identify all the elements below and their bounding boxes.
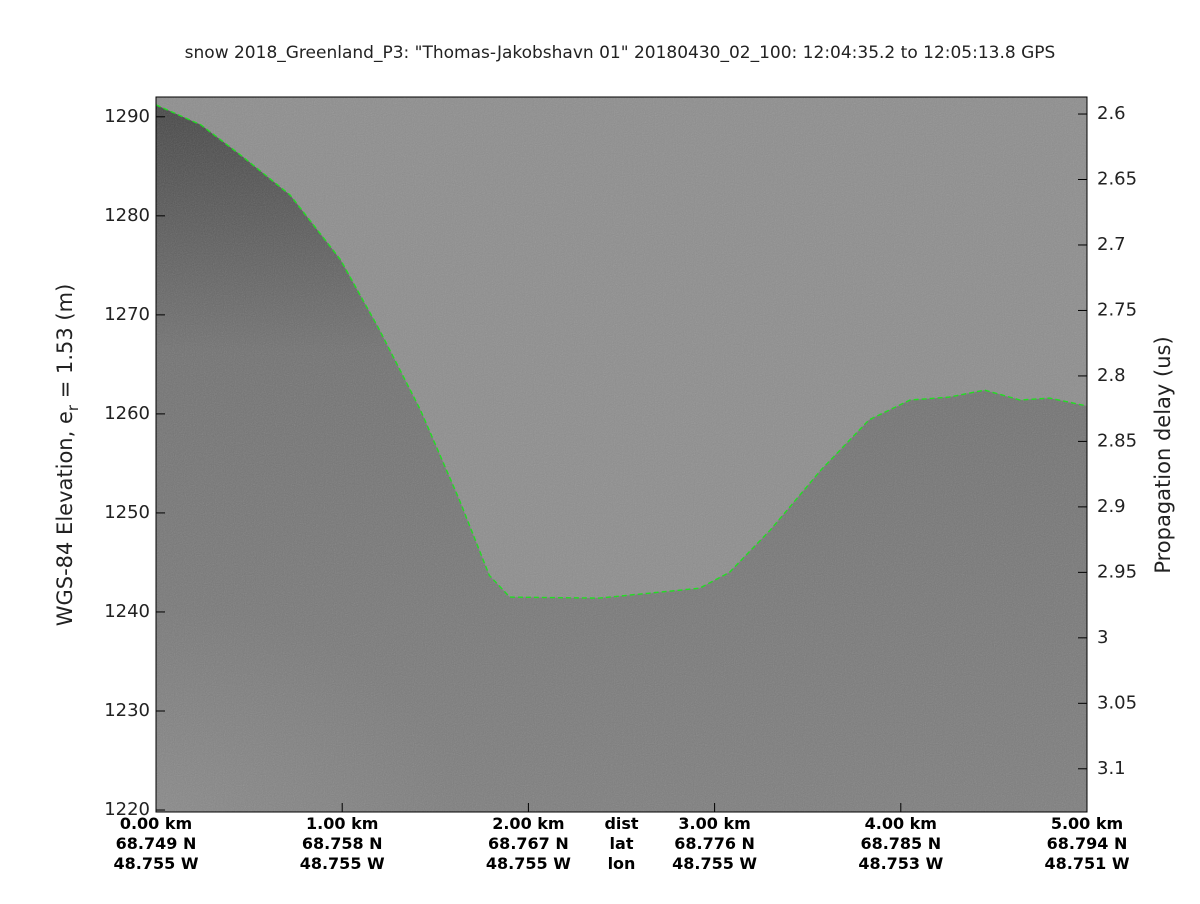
- y-tick-label: 1280: [104, 205, 150, 226]
- x-lat-label: 68.758 N: [302, 834, 383, 853]
- x-tick-label: 5.00 km: [1051, 814, 1123, 833]
- y-label-subscript: r: [64, 404, 82, 411]
- y-tick-label: 1290: [104, 106, 150, 127]
- echo-noise: [156, 97, 1087, 812]
- x-lat-label: 68.767 N: [488, 834, 569, 853]
- y2-tick-label: 2.7: [1097, 234, 1126, 255]
- y2-tick-label: 2.9: [1097, 496, 1126, 517]
- x-tick-label: 3.00 km: [678, 814, 750, 833]
- chart-title: snow 2018_Greenland_P3: "Thomas-Jakobsha…: [185, 43, 1056, 63]
- y-tick-label: 1250: [104, 502, 150, 523]
- plot-area: [156, 97, 1087, 812]
- x-tick-label: 4.00 km: [865, 814, 937, 833]
- x-tick-label: 2.00 km: [492, 814, 564, 833]
- y-tick-label: 1270: [104, 304, 150, 325]
- x-lon-label: 48.755 W: [300, 854, 385, 873]
- x-row-name: lat: [610, 834, 634, 853]
- y2-tick-label: 3.05: [1097, 692, 1137, 713]
- x-lon-label: 48.751 W: [1045, 854, 1130, 873]
- surface-line: [156, 104, 1087, 599]
- x-lat-label: 68.785 N: [860, 834, 941, 853]
- y2-tick-label: 3: [1097, 627, 1108, 648]
- y-tick-label: 1240: [104, 601, 150, 622]
- x-lon-label: 48.755 W: [486, 854, 571, 873]
- y-tick-label: 1230: [104, 700, 150, 721]
- x-lat-label: 68.794 N: [1047, 834, 1128, 853]
- y2-tick-label: 2.85: [1097, 430, 1137, 451]
- y2-tick-label: 2.75: [1097, 299, 1137, 320]
- x-tick-label: 0.00 km: [120, 814, 192, 833]
- x-lon-label: 48.755 W: [114, 854, 199, 873]
- y-axis-label: WGS-84 Elevation, er = 1.53 (m): [53, 284, 82, 627]
- y2-tick-label: 2.65: [1097, 169, 1137, 190]
- x-lon-label: 48.755 W: [672, 854, 757, 873]
- x-row-name: dist: [604, 814, 638, 833]
- y-tick-label: 1260: [104, 403, 150, 424]
- y2-tick-label: 2.8: [1097, 365, 1126, 386]
- x-lon-label: 48.753 W: [858, 854, 943, 873]
- y2-tick-label: 3.1: [1097, 758, 1126, 779]
- y2-tick-label: 2.95: [1097, 561, 1137, 582]
- y-label-text: WGS-84 Elevation, e: [53, 411, 77, 626]
- y2-axis-label: Propagation delay (us): [1151, 336, 1175, 573]
- x-lat-label: 68.776 N: [674, 834, 755, 853]
- plot-frame: [155, 96, 1088, 813]
- y-tick-label: 1220: [104, 799, 150, 820]
- x-row-name: lon: [608, 854, 636, 873]
- y-label-suffix: = 1.53 (m): [53, 284, 77, 405]
- y2-tick-label: 2.6: [1097, 103, 1126, 124]
- x-lat-label: 68.749 N: [116, 834, 197, 853]
- x-tick-label: 1.00 km: [306, 814, 378, 833]
